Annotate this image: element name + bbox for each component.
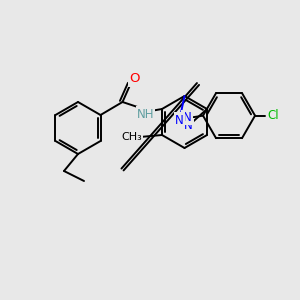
Text: N: N: [183, 111, 191, 124]
Text: O: O: [129, 73, 140, 85]
Text: Cl: Cl: [267, 109, 279, 122]
Text: N: N: [175, 114, 184, 127]
Text: NH: NH: [137, 107, 154, 121]
Text: CH₃: CH₃: [122, 132, 142, 142]
Text: N: N: [184, 119, 193, 132]
